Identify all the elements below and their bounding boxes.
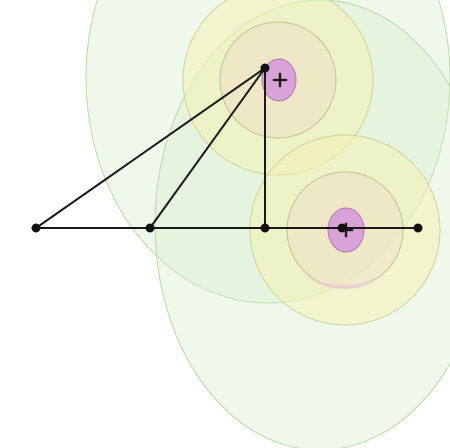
vertex-point-mid[interactable] — [145, 223, 155, 233]
vertex-point-foot[interactable] — [260, 223, 270, 233]
plus-icon — [272, 72, 288, 88]
top-pink-tint — [232, 17, 300, 32]
right-pink-tint — [300, 268, 388, 290]
vertex-point-right[interactable] — [413, 223, 423, 233]
vertex-point-left[interactable] — [31, 223, 41, 233]
hypotenuse-short — [149, 67, 266, 229]
vertex-point-charge[interactable] — [337, 223, 347, 233]
vertex-point-top[interactable] — [260, 63, 270, 73]
hypotenuse-long — [35, 67, 266, 229]
